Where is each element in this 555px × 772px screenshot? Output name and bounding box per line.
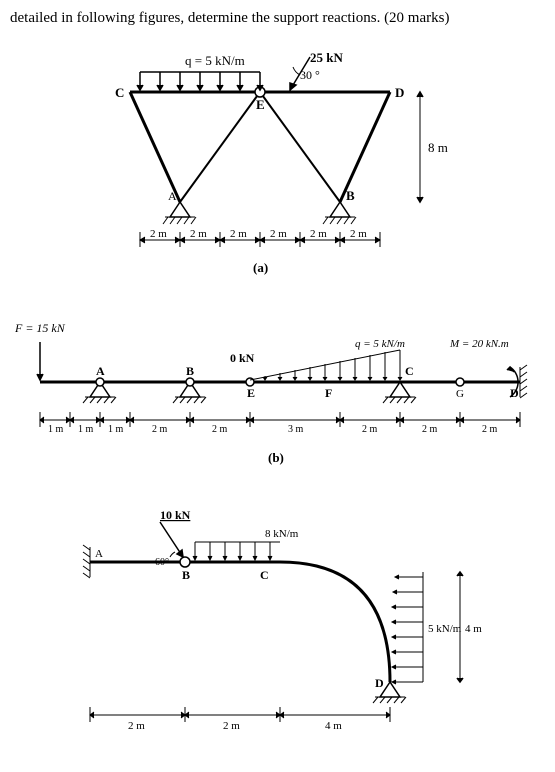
- load-8knm: 8 kN/m: [265, 528, 299, 540]
- dim-b-6: 2 m: [422, 424, 438, 435]
- load-q-label: q = 5 kN/m: [185, 53, 245, 68]
- angle-60: 60°: [155, 557, 169, 568]
- caption-a: (a): [253, 260, 268, 275]
- pt-d-c: D: [375, 676, 384, 690]
- pt-a: A: [96, 364, 105, 378]
- dim-a-2: 2 m: [230, 228, 247, 240]
- dim-a-1: 2 m: [190, 228, 207, 240]
- zero-kn: 0 kN: [230, 351, 255, 365]
- pt-c: C: [405, 364, 414, 378]
- load-10kn: 10 kN: [160, 508, 191, 522]
- pt-c-c: C: [260, 568, 269, 582]
- point-e: E: [256, 97, 265, 112]
- point-c: C: [115, 85, 124, 100]
- point-d: D: [395, 85, 404, 100]
- dim-b-5: 2 m: [362, 424, 378, 435]
- pt-e: E: [247, 386, 255, 400]
- dim-b-2: 1 m: [108, 424, 124, 435]
- load-5knm: 5 kN/m: [428, 623, 462, 635]
- dim-b-1: 1 m: [78, 424, 94, 435]
- problem-statement: detailed in following figures, determine…: [10, 10, 545, 27]
- figure-a: q = 5 kN/m 25 kN 30 ° C D E A B 8 m 2 m …: [10, 47, 545, 292]
- figure-c: 10 kN 60° 8 kN/m 5 kN/m 4 m A B C D 2 m …: [10, 507, 545, 742]
- q-5-label: q = 5 kN/m: [355, 338, 405, 350]
- height-8m: 8 m: [428, 140, 448, 155]
- dim-b-3b: 2 m: [212, 424, 228, 435]
- point-a: A: [168, 189, 177, 203]
- dim-c-2: 4 m: [325, 720, 342, 732]
- dim-c-1: 2 m: [223, 720, 240, 732]
- load-25kn: 25 kN: [310, 50, 343, 65]
- dim-b-4: 3 m: [288, 424, 304, 435]
- pt-d: D: [510, 386, 519, 400]
- moment-label: M = 20 kN.m: [449, 338, 509, 350]
- dim-c-0: 2 m: [128, 720, 145, 732]
- caption-b: (b): [268, 450, 284, 465]
- pt-g: G: [456, 388, 464, 400]
- dim-b-7: 2 m: [482, 424, 498, 435]
- pt-b: B: [186, 364, 194, 378]
- figure-b: F = 15 kN 0 kN q = 5 kN/m M = 20 kN.m A …: [10, 312, 545, 487]
- pt-f: F: [325, 386, 332, 400]
- dim-a-4: 2 m: [310, 228, 327, 240]
- dim-b-3: 2 m: [152, 424, 168, 435]
- dim-a-5: 2 m: [350, 228, 367, 240]
- point-b: B: [346, 188, 355, 203]
- dim-a-0: 2 m: [150, 228, 167, 240]
- dim-b-0: 1 m: [48, 424, 64, 435]
- pt-a-c: A: [95, 548, 103, 560]
- height-4m: 4 m: [465, 623, 482, 635]
- dim-a-3: 2 m: [270, 228, 287, 240]
- pt-b-c: B: [182, 568, 190, 582]
- force-f-label: F = 15 kN: [14, 321, 66, 335]
- angle-30: 30 °: [300, 68, 320, 82]
